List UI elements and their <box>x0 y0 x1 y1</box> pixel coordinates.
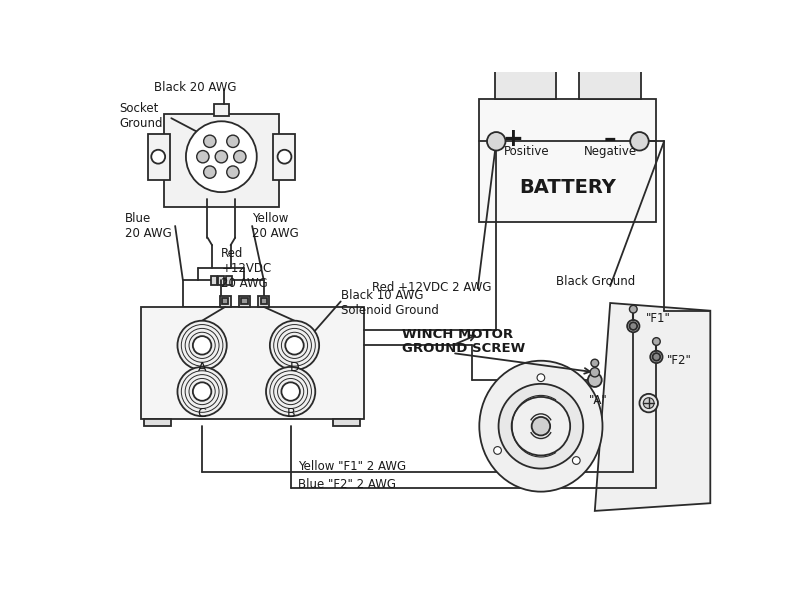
Circle shape <box>532 417 550 436</box>
Circle shape <box>494 446 502 454</box>
Text: Blue "F2" 2 AWG: Blue "F2" 2 AWG <box>298 478 396 491</box>
Bar <box>494 70 556 99</box>
Circle shape <box>630 305 637 313</box>
Circle shape <box>234 151 246 163</box>
Text: D: D <box>290 361 299 374</box>
Text: BATTERY: BATTERY <box>519 178 616 197</box>
Bar <box>273 134 294 180</box>
Circle shape <box>537 374 545 382</box>
Circle shape <box>591 359 598 367</box>
Bar <box>141 307 364 419</box>
Bar <box>579 70 641 99</box>
Text: "F2": "F2" <box>667 354 692 367</box>
Text: –: – <box>604 127 617 151</box>
Bar <box>226 276 232 285</box>
Text: Yellow
20 AWG: Yellow 20 AWG <box>252 212 299 240</box>
Circle shape <box>226 135 239 148</box>
Polygon shape <box>594 303 710 511</box>
Circle shape <box>226 166 239 178</box>
Circle shape <box>630 132 649 151</box>
Text: Blue
20 AWG: Blue 20 AWG <box>125 212 172 240</box>
Circle shape <box>653 338 660 346</box>
Bar <box>214 104 229 116</box>
Circle shape <box>512 397 570 455</box>
Ellipse shape <box>479 361 602 491</box>
Text: Solenoid Ground: Solenoid Ground <box>341 304 438 317</box>
Circle shape <box>178 367 226 416</box>
Text: Negative: Negative <box>584 145 637 158</box>
Circle shape <box>178 321 226 370</box>
Text: +: + <box>502 127 523 151</box>
Circle shape <box>590 368 599 377</box>
Bar <box>333 419 360 426</box>
Text: "A": "A" <box>590 394 608 407</box>
Text: B: B <box>286 407 295 420</box>
Circle shape <box>270 321 319 370</box>
Text: Positive: Positive <box>504 145 550 158</box>
Circle shape <box>186 121 257 192</box>
Circle shape <box>193 336 211 355</box>
Circle shape <box>193 382 211 401</box>
Circle shape <box>630 322 637 330</box>
Circle shape <box>627 320 639 332</box>
Circle shape <box>151 150 165 164</box>
Circle shape <box>650 351 662 363</box>
Text: "F1": "F1" <box>646 312 670 325</box>
Bar <box>239 296 250 307</box>
Bar <box>220 296 230 307</box>
Text: Black 10 AWG: Black 10 AWG <box>341 289 423 302</box>
Text: Red
+12VDC
20 AWG: Red +12VDC 20 AWG <box>222 247 272 290</box>
Bar <box>261 298 266 304</box>
Text: Black 20 AWG: Black 20 AWG <box>154 81 237 94</box>
Bar <box>210 276 217 285</box>
Bar <box>144 419 171 426</box>
Bar <box>218 276 225 285</box>
Text: Red +12VDC 2 AWG: Red +12VDC 2 AWG <box>371 281 491 294</box>
Circle shape <box>588 373 602 387</box>
Circle shape <box>197 151 209 163</box>
Circle shape <box>286 336 304 355</box>
Bar <box>148 134 170 180</box>
Circle shape <box>282 382 300 401</box>
Text: C: C <box>198 407 206 420</box>
Circle shape <box>498 384 583 469</box>
Circle shape <box>278 150 291 164</box>
Circle shape <box>204 135 216 148</box>
Text: A: A <box>198 361 206 374</box>
Text: WINCH MOTOR
GROUND SCREW: WINCH MOTOR GROUND SCREW <box>402 328 526 355</box>
Text: Yellow "F1" 2 AWG: Yellow "F1" 2 AWG <box>298 460 406 473</box>
Bar <box>222 298 228 304</box>
Circle shape <box>653 353 660 361</box>
Text: Black Ground: Black Ground <box>556 275 635 288</box>
Bar <box>242 298 247 304</box>
Bar <box>163 115 279 207</box>
Circle shape <box>639 394 658 412</box>
Circle shape <box>487 132 506 151</box>
Circle shape <box>573 457 580 464</box>
Bar <box>258 296 269 307</box>
Text: Socket
Ground: Socket Ground <box>119 102 162 130</box>
Circle shape <box>204 166 216 178</box>
Circle shape <box>215 151 227 163</box>
Circle shape <box>643 398 654 409</box>
Bar <box>479 99 656 222</box>
Circle shape <box>266 367 315 416</box>
